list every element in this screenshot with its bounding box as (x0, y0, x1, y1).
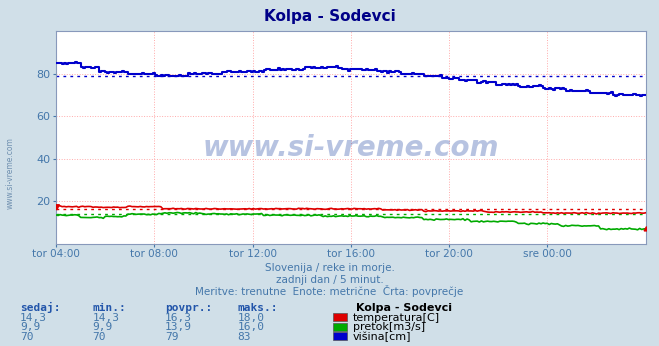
Text: povpr.:: povpr.: (165, 303, 212, 313)
Text: 83: 83 (237, 332, 250, 342)
Text: 14,3: 14,3 (92, 313, 119, 323)
Text: 14,3: 14,3 (20, 313, 47, 323)
Text: Meritve: trenutne  Enote: metrične  Črta: povprečje: Meritve: trenutne Enote: metrične Črta: … (195, 285, 464, 297)
Text: 13,9: 13,9 (165, 322, 192, 333)
Text: 79: 79 (165, 332, 178, 342)
Text: Kolpa - Sodevci: Kolpa - Sodevci (356, 303, 452, 313)
Text: Kolpa - Sodevci: Kolpa - Sodevci (264, 9, 395, 24)
Text: temperatura[C]: temperatura[C] (353, 313, 440, 323)
Text: zadnji dan / 5 minut.: zadnji dan / 5 minut. (275, 275, 384, 285)
Text: 70: 70 (20, 332, 33, 342)
Text: sedaj:: sedaj: (20, 302, 60, 313)
Text: Slovenija / reke in morje.: Slovenija / reke in morje. (264, 263, 395, 273)
Text: pretok[m3/s]: pretok[m3/s] (353, 322, 424, 333)
Text: 16,3: 16,3 (165, 313, 192, 323)
Text: www.si-vreme.com: www.si-vreme.com (5, 137, 14, 209)
Text: maks.:: maks.: (237, 303, 277, 313)
Text: 9,9: 9,9 (92, 322, 113, 333)
Text: 18,0: 18,0 (237, 313, 264, 323)
Text: min.:: min.: (92, 303, 126, 313)
Text: www.si-vreme.com: www.si-vreme.com (203, 134, 499, 162)
Text: 70: 70 (92, 332, 105, 342)
Text: višina[cm]: višina[cm] (353, 331, 411, 342)
Text: 9,9: 9,9 (20, 322, 40, 333)
Text: 16,0: 16,0 (237, 322, 264, 333)
